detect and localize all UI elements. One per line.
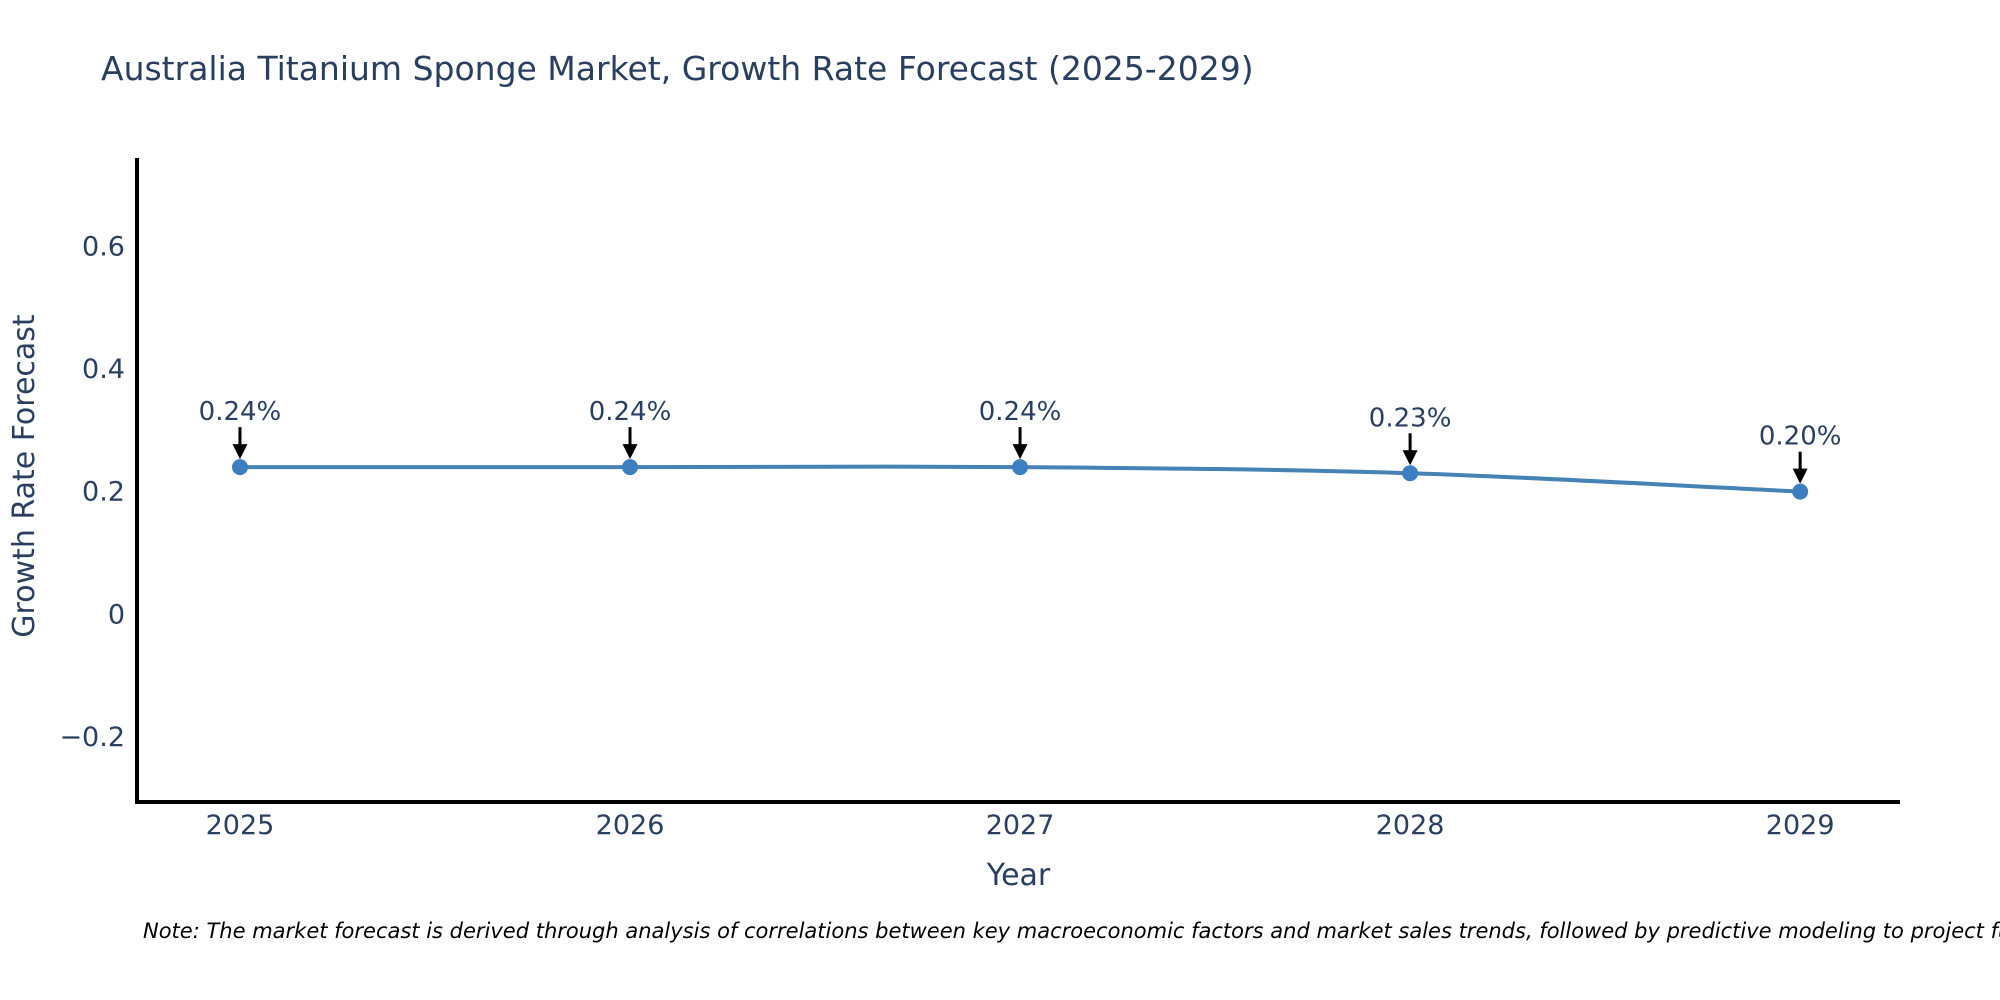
point-value-label: 0.24% (589, 397, 672, 427)
y-axis-title: Growth Rate Forecast (7, 314, 42, 638)
annotation-arrowhead-icon (622, 444, 638, 460)
x-tick-label: 2025 (206, 810, 275, 841)
point-value-label: 0.24% (199, 397, 282, 427)
data-point-marker (1402, 465, 1419, 482)
y-tick-label: 0.2 (82, 477, 125, 508)
annotation-arrowhead-icon (232, 444, 248, 460)
point-value-label: 0.20% (1759, 422, 1842, 452)
x-tick-label: 2029 (1766, 810, 1835, 841)
data-point-marker (1792, 483, 1809, 500)
footnote: Note: The market forecast is derived thr… (143, 919, 2000, 943)
annotation-arrowhead-icon (1012, 444, 1028, 460)
chart-title: Australia Titanium Sponge Market, Growth… (101, 49, 1254, 88)
annotation-arrowhead-icon (1402, 450, 1418, 466)
y-tick-label: −0.2 (59, 722, 125, 753)
y-tick-label: 0.4 (82, 354, 125, 385)
y-tick-label: 0 (108, 599, 125, 630)
x-tick-label: 2028 (1376, 810, 1445, 841)
x-axis-title: Year (986, 858, 1051, 893)
axis-lines (135, 158, 1900, 804)
point-value-label: 0.23% (1369, 403, 1452, 433)
annotation-arrowhead-icon (1792, 468, 1808, 484)
point-value-label: 0.24% (979, 397, 1062, 427)
x-tick-label: 2026 (596, 810, 665, 841)
x-tick-label: 2027 (986, 810, 1055, 841)
data-point-marker (622, 459, 639, 476)
data-point-marker (231, 459, 248, 476)
data-point-marker (1012, 459, 1029, 476)
y-tick-label: 0.6 (82, 231, 125, 262)
